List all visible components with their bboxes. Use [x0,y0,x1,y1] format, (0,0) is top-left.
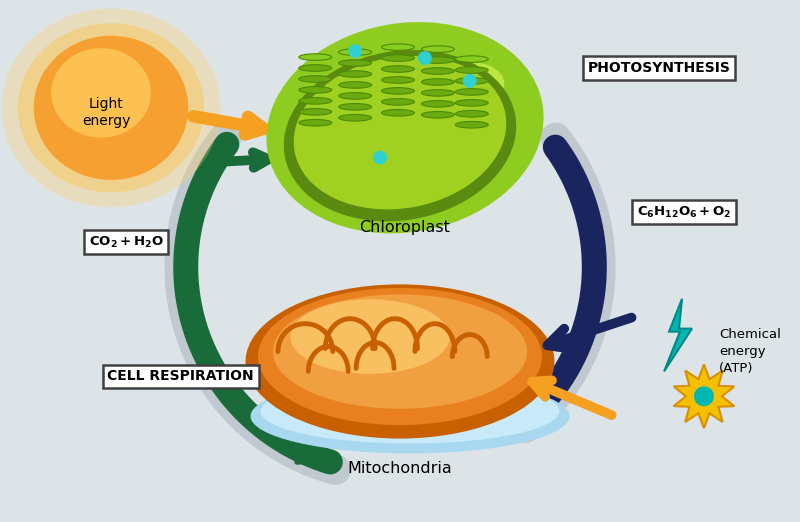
Ellipse shape [2,8,221,207]
Ellipse shape [18,23,204,193]
Text: PHOTOSYNTHESIS: PHOTOSYNTHESIS [588,61,730,75]
Ellipse shape [299,120,332,126]
Ellipse shape [422,101,454,107]
Ellipse shape [422,46,454,52]
Ellipse shape [382,110,414,116]
Ellipse shape [338,92,371,99]
Text: Chemical
energy
(ATP): Chemical energy (ATP) [719,328,781,375]
Circle shape [694,386,714,406]
Ellipse shape [382,66,414,73]
Text: Light
energy: Light energy [82,97,130,128]
Ellipse shape [382,55,414,62]
Ellipse shape [426,63,504,113]
Text: CELL RESPIRATION: CELL RESPIRATION [107,370,254,383]
Ellipse shape [338,60,371,66]
Ellipse shape [246,284,554,438]
Ellipse shape [299,109,332,115]
Ellipse shape [266,22,543,233]
Ellipse shape [338,49,371,55]
Ellipse shape [299,76,332,82]
Ellipse shape [258,288,542,425]
Ellipse shape [299,87,332,93]
Text: Mitochondria: Mitochondria [348,461,452,477]
Ellipse shape [455,111,488,117]
Ellipse shape [455,89,488,95]
Ellipse shape [34,35,188,180]
Ellipse shape [422,90,454,96]
Ellipse shape [261,379,559,444]
Ellipse shape [422,112,454,118]
Ellipse shape [422,68,454,74]
Ellipse shape [299,54,332,61]
Ellipse shape [338,81,371,88]
Circle shape [348,44,362,58]
Polygon shape [664,299,692,372]
Ellipse shape [455,78,488,84]
Ellipse shape [299,65,332,72]
Ellipse shape [299,98,332,104]
Ellipse shape [273,294,527,409]
Ellipse shape [34,38,188,177]
Ellipse shape [382,44,414,51]
Text: $\mathbf{C_6H_{12}O_6 + O_2}$: $\mathbf{C_6H_{12}O_6 + O_2}$ [637,205,731,220]
Ellipse shape [382,77,414,83]
Polygon shape [674,364,734,428]
Ellipse shape [382,88,414,94]
Ellipse shape [455,67,488,73]
Circle shape [462,74,477,88]
Ellipse shape [338,70,371,77]
Ellipse shape [455,122,488,128]
Text: $\mathbf{CO_2 + H_2O}$: $\mathbf{CO_2 + H_2O}$ [89,234,163,250]
Ellipse shape [338,103,371,110]
Text: Chloroplast: Chloroplast [359,220,450,235]
Circle shape [418,51,432,65]
Ellipse shape [338,114,371,121]
Ellipse shape [51,48,151,138]
Ellipse shape [294,56,506,209]
Ellipse shape [284,50,516,221]
Ellipse shape [422,79,454,85]
Ellipse shape [290,299,450,374]
Ellipse shape [250,379,570,454]
Ellipse shape [382,99,414,105]
Circle shape [373,150,387,164]
Ellipse shape [422,57,454,63]
Ellipse shape [455,56,488,62]
Ellipse shape [455,100,488,106]
